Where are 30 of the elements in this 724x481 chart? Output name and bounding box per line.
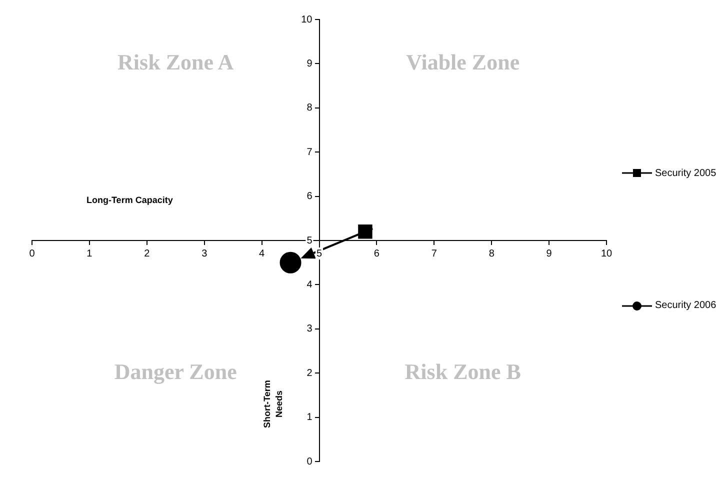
x-tick-label: 1 [86,248,93,260]
x-tick-label: 6 [374,248,380,260]
x-axis-title: Long-Term Capacity [86,195,173,206]
x-tick-label: 2 [144,248,150,260]
y-tick-label: 9 [306,58,313,70]
x-tick-label: 9 [546,248,552,260]
annotation: Danger Zone [114,358,238,384]
y-tick-label: 0 [306,456,313,468]
y-tick-label: 2 [306,368,313,379]
x-tick-label: 5 [316,248,322,260]
x-tick-label: 10 [600,248,612,260]
y-tick-label: 7 [306,146,313,158]
y-tick-label: 3 [306,324,313,335]
y-tick-label: 4 [306,279,313,290]
y-tick-label: 10 [301,14,313,26]
annotation: Viable Zone [406,49,520,74]
y-tick-label: 6 [306,191,313,202]
x-tick-label: 7 [431,248,438,260]
legend-label: Security 2006 [655,300,716,312]
annotation: Risk Zone B [404,358,522,384]
x-tick-label: 4 [259,248,266,260]
y-tick-label: 8 [306,102,313,114]
legend-label: Security 2005 [655,168,716,179]
x-tick-label: 0 [29,248,36,260]
y-tick-label: 1 [306,412,313,424]
x-tick-label: 8 [488,248,495,260]
annotation: Risk Zone A [118,49,234,74]
y-tick-label: 5 [306,235,313,246]
x-tick-label: 3 [202,248,208,260]
y-axis-title: Short-Term Needs [262,380,284,428]
